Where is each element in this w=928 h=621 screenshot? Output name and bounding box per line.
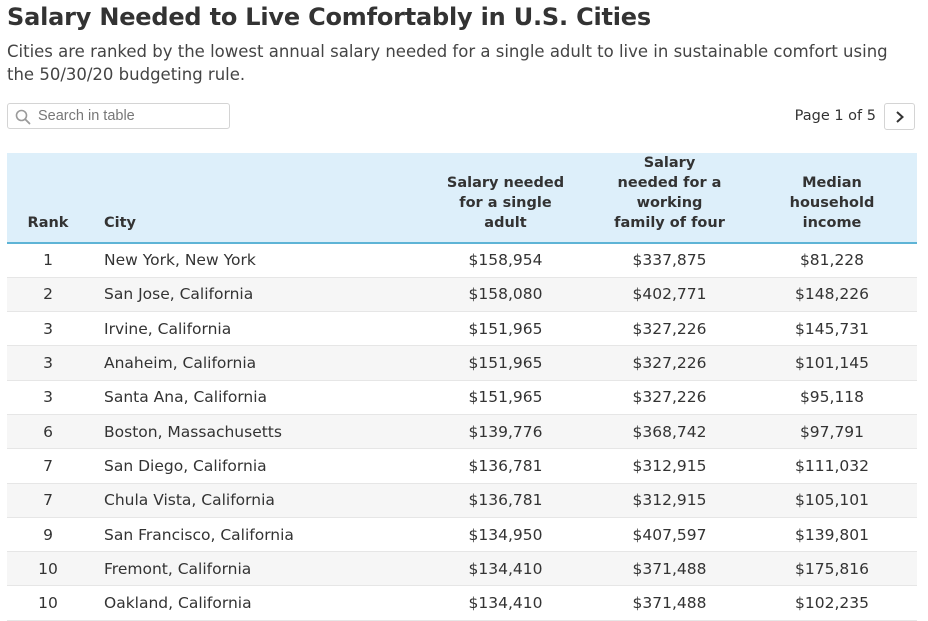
- cell-median-income: $111,032: [747, 448, 917, 484]
- chevron-right-icon: [896, 111, 904, 123]
- cell-median-income: $139,801: [747, 517, 917, 553]
- table-row: 7 Chula Vista, California $136,781 $312,…: [7, 483, 917, 518]
- cell-median-income: $95,118: [747, 380, 917, 415]
- cell-median-income: $145,731: [747, 311, 917, 347]
- table-row: 10 Fremont, California $134,410 $371,488…: [7, 551, 917, 587]
- cell-rank: 3: [7, 311, 89, 347]
- column-header-rank[interactable]: Rank: [7, 153, 89, 244]
- table-row: 3 Anaheim, California $151,965 $327,226 …: [7, 345, 917, 381]
- cell-salary-single: $158,080: [419, 277, 592, 313]
- cell-salary-family: $337,875: [592, 243, 747, 278]
- cell-salary-family: $371,488: [592, 551, 747, 587]
- cell-salary-family: $402,771: [592, 277, 747, 313]
- cell-city: Fremont, California: [89, 551, 419, 587]
- cell-salary-family: $327,226: [592, 380, 747, 415]
- cell-rank: 9: [7, 517, 89, 553]
- search-box[interactable]: [7, 103, 230, 129]
- cell-salary-single: $136,781: [419, 483, 592, 518]
- cell-salary-family: $327,226: [592, 311, 747, 347]
- cell-rank: 7: [7, 448, 89, 484]
- cell-salary-single: $151,965: [419, 345, 592, 381]
- table-row: 7 San Diego, California $136,781 $312,91…: [7, 448, 917, 484]
- cell-city: San Jose, California: [89, 277, 419, 313]
- cell-salary-single: $139,776: [419, 414, 592, 450]
- cell-city: Irvine, California: [89, 311, 419, 347]
- cell-median-income: $175,816: [747, 551, 917, 587]
- cell-rank: 2: [7, 277, 89, 313]
- cell-rank: 6: [7, 414, 89, 450]
- cell-city: New York, New York: [89, 243, 419, 278]
- cell-city: Boston, Massachusetts: [89, 414, 419, 450]
- cell-median-income: $105,101: [747, 483, 917, 518]
- cell-salary-family: $368,742: [592, 414, 747, 450]
- table-header-row: Rank City Salary needed for a single adu…: [7, 153, 917, 244]
- cell-city: San Francisco, California: [89, 517, 419, 553]
- cell-salary-single: $134,410: [419, 551, 592, 587]
- page-indicator: Page 1 of 5: [794, 108, 876, 124]
- cell-salary-family: $407,597: [592, 517, 747, 553]
- column-header-city[interactable]: City: [89, 153, 419, 244]
- cell-city: Anaheim, California: [89, 345, 419, 381]
- next-page-button[interactable]: [884, 103, 915, 130]
- cell-city: Oakland, California: [89, 585, 419, 621]
- page-subtitle: Cities are ranked by the lowest annual s…: [7, 42, 888, 84]
- cell-salary-family: $371,488: [592, 585, 747, 621]
- cell-salary-family: $312,915: [592, 483, 747, 518]
- cell-salary-single: $134,410: [419, 585, 592, 621]
- table-row: 3 Santa Ana, California $151,965 $327,22…: [7, 380, 917, 415]
- table-row: 1 New York, New York $158,954 $337,875 $…: [7, 243, 917, 278]
- cell-rank: 10: [7, 551, 89, 587]
- cell-median-income: $148,226: [747, 277, 917, 313]
- search-icon: [15, 109, 31, 125]
- cell-salary-single: $151,965: [419, 380, 592, 415]
- cell-salary-single: $134,950: [419, 517, 592, 553]
- cell-median-income: $101,145: [747, 345, 917, 381]
- cell-rank: 3: [7, 380, 89, 415]
- table-row: 3 Irvine, California $151,965 $327,226 $…: [7, 311, 917, 347]
- cell-city: Santa Ana, California: [89, 380, 419, 415]
- cell-median-income: $81,228: [747, 243, 917, 278]
- cell-median-income: $97,791: [747, 414, 917, 450]
- cell-salary-single: $136,781: [419, 448, 592, 484]
- column-header-median-income[interactable]: Median household income: [747, 153, 917, 244]
- table-row: 9 San Francisco, California $134,950 $40…: [7, 517, 917, 553]
- cell-salary-single: $151,965: [419, 311, 592, 347]
- search-input[interactable]: [38, 107, 223, 125]
- column-header-salary-single[interactable]: Salary needed for a single adult: [419, 153, 592, 244]
- cell-city: San Diego, California: [89, 448, 419, 484]
- column-header-salary-family[interactable]: Salary needed for a working family of fo…: [592, 153, 747, 244]
- salary-table: Rank City Salary needed for a single adu…: [7, 153, 917, 621]
- cell-rank: 3: [7, 345, 89, 381]
- table-row: 2 San Jose, California $158,080 $402,771…: [7, 277, 917, 313]
- cell-rank: 7: [7, 483, 89, 518]
- cell-rank: 10: [7, 585, 89, 621]
- cell-rank: 1: [7, 243, 89, 278]
- table-row: 6 Boston, Massachusetts $139,776 $368,74…: [7, 414, 917, 450]
- cell-salary-family: $327,226: [592, 345, 747, 381]
- cell-salary-single: $158,954: [419, 243, 592, 278]
- table-row: 10 Oakland, California $134,410 $371,488…: [7, 585, 917, 621]
- cell-city: Chula Vista, California: [89, 483, 419, 518]
- page-title: Salary Needed to Live Comfortably in U.S…: [7, 3, 651, 31]
- cell-median-income: $102,235: [747, 585, 917, 621]
- cell-salary-family: $312,915: [592, 448, 747, 484]
